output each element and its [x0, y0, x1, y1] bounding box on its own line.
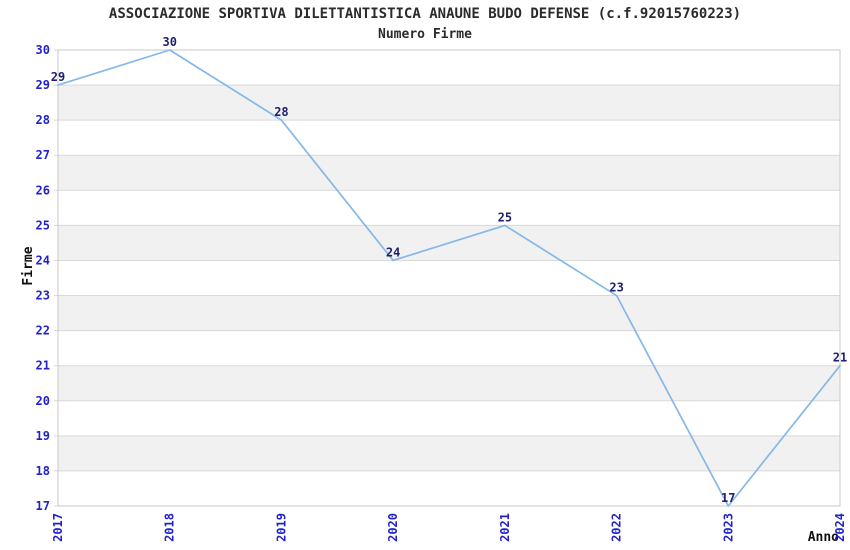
y-tick-label: 18 — [36, 464, 50, 478]
y-tick-label: 26 — [36, 183, 50, 197]
plot-band — [58, 435, 840, 471]
y-tick-label: 29 — [36, 78, 50, 92]
plot-border — [57, 49, 841, 507]
y-tick-label: 25 — [36, 218, 50, 232]
y-tick-label: 28 — [36, 113, 50, 127]
plot-band — [58, 85, 840, 121]
plot-band — [58, 365, 840, 401]
y-tick-label: 30 — [36, 43, 50, 57]
chart-subtitle: Numero Firme — [378, 27, 472, 42]
plot-band — [58, 295, 840, 331]
data-label: 25 — [498, 210, 512, 224]
plot-band — [58, 155, 840, 191]
y-tick-label: 20 — [36, 394, 50, 408]
x-tick-label: 2022 — [610, 513, 624, 542]
y-tick-label: 23 — [36, 289, 50, 303]
y-tick-label: 22 — [36, 324, 50, 338]
x-axis-title: Anno — [807, 530, 839, 545]
data-label: 29 — [51, 70, 65, 84]
series-line — [57, 49, 841, 507]
data-label: 17 — [721, 491, 735, 505]
y-tick-label: 27 — [36, 148, 50, 162]
data-label: 21 — [833, 351, 847, 365]
y-tick-label: 21 — [36, 359, 50, 373]
data-label: 23 — [609, 281, 623, 295]
y-tick-label: 24 — [36, 253, 50, 267]
chart-title: ASSOCIAZIONE SPORTIVA DILETTANTISTICA AN… — [108, 6, 742, 22]
x-tick-label: 2018 — [163, 513, 177, 542]
x-tick-label: 2024 — [833, 513, 847, 542]
x-tick-label: 2021 — [498, 513, 512, 542]
x-tick-label: 2017 — [51, 513, 65, 542]
x-tick-label: 2020 — [386, 513, 400, 542]
y-tick-label: 17 — [36, 499, 50, 513]
y-tick-label: 19 — [36, 429, 50, 443]
data-label: 30 — [162, 35, 176, 49]
data-label: 28 — [274, 105, 288, 119]
x-tick-label: 2023 — [721, 513, 735, 542]
data-label: 24 — [386, 245, 400, 259]
x-tick-label: 2019 — [274, 513, 288, 542]
